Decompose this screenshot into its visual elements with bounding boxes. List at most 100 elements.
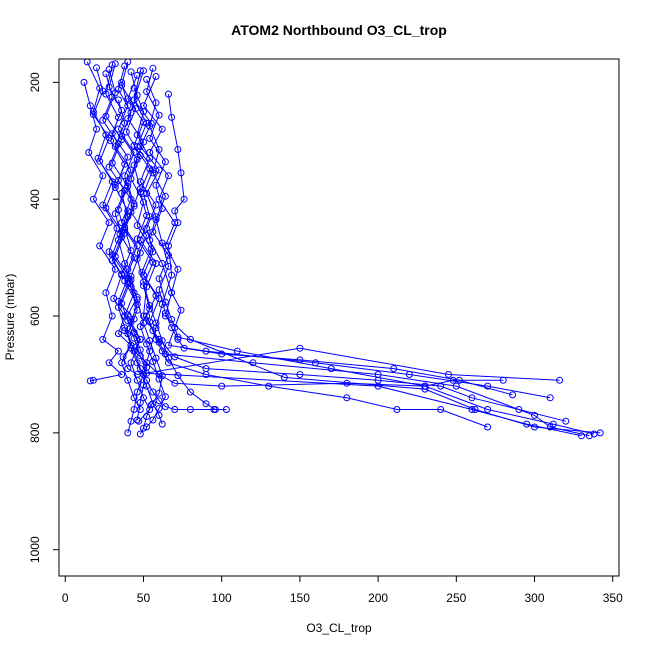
data-point — [161, 403, 169, 411]
data-point — [161, 309, 169, 317]
data-point — [143, 363, 151, 371]
data-point — [96, 242, 104, 250]
data-point — [102, 112, 110, 120]
series-19 — [124, 71, 169, 431]
data-point — [105, 83, 113, 91]
data-point — [140, 138, 147, 146]
series-line — [127, 75, 166, 428]
series-5 — [140, 73, 554, 402]
data-point — [146, 213, 154, 221]
data-point — [168, 316, 176, 323]
data-point — [124, 311, 132, 319]
data-point — [83, 59, 91, 66]
data-point — [118, 299, 126, 307]
x-tick-label: 350 — [603, 591, 623, 605]
data-point — [556, 376, 564, 384]
data-point — [549, 420, 557, 428]
data-point — [165, 354, 172, 362]
data-point — [343, 394, 351, 402]
data-point — [136, 67, 144, 75]
series-line — [105, 64, 504, 387]
data-point — [86, 377, 94, 385]
data-point — [437, 406, 445, 413]
data-point — [114, 206, 122, 214]
data-point — [136, 399, 144, 406]
data-point — [118, 136, 126, 144]
data-point — [111, 253, 119, 260]
data-point — [130, 161, 138, 169]
y-tick-label: 200 — [28, 72, 42, 92]
x-axis-label: O3_CL_trop — [306, 621, 372, 635]
data-point — [531, 411, 538, 419]
axes-layer: 0 50 100 150 200 250 300 350 200 400 600 800 1000 — [28, 58, 623, 605]
data-point — [121, 119, 129, 127]
data-point — [171, 207, 179, 215]
data-point — [484, 406, 492, 413]
data-point — [146, 236, 154, 244]
data-point — [108, 312, 116, 320]
y-tick-label: 800 — [28, 423, 42, 443]
data-point — [515, 406, 523, 413]
data-point — [174, 333, 182, 341]
data-point — [121, 62, 129, 70]
data-point — [499, 376, 507, 384]
data-point — [218, 350, 226, 358]
data-point — [118, 270, 126, 278]
series-line — [86, 61, 560, 381]
data-point — [158, 347, 166, 355]
data-point — [158, 205, 166, 213]
data-point — [127, 359, 135, 367]
data-point — [146, 154, 154, 162]
data-point — [523, 420, 531, 428]
series-layer — [80, 59, 604, 440]
data-point — [455, 376, 463, 384]
data-point — [99, 172, 107, 180]
data-point — [127, 208, 135, 216]
data-point — [136, 323, 144, 331]
data-point — [102, 289, 110, 297]
series-line — [146, 79, 513, 396]
data-point — [155, 389, 163, 397]
data-point — [149, 358, 157, 366]
data-point — [133, 91, 141, 99]
data-point — [468, 394, 476, 402]
data-point — [140, 371, 147, 378]
data-point — [149, 228, 157, 236]
data-point — [171, 353, 179, 361]
series-1 — [102, 61, 507, 390]
data-point — [590, 430, 598, 438]
x-tick-label: 150 — [290, 591, 310, 605]
data-point — [108, 130, 116, 138]
data-point — [85, 149, 93, 156]
data-point — [130, 315, 138, 323]
data-point — [165, 251, 172, 259]
data-point — [165, 341, 172, 349]
series-17 — [105, 60, 151, 424]
data-point — [168, 271, 176, 279]
y-tick-label: 1000 — [28, 536, 42, 563]
data-point — [149, 416, 157, 424]
data-point — [133, 71, 141, 79]
data-point — [143, 340, 151, 348]
data-point — [143, 413, 151, 420]
data-point — [127, 68, 135, 76]
data-point — [147, 401, 155, 409]
data-point — [445, 371, 452, 378]
data-point — [124, 102, 132, 110]
data-point — [161, 192, 169, 200]
data-point — [130, 142, 138, 149]
data-point — [86, 102, 94, 110]
data-point — [114, 96, 122, 104]
series-line — [105, 69, 582, 437]
data-point — [121, 223, 129, 231]
data-point — [146, 134, 154, 142]
data-point — [152, 73, 160, 80]
series-11 — [130, 67, 570, 425]
series-line — [133, 70, 566, 422]
data-point — [114, 177, 122, 184]
series-line — [83, 82, 123, 382]
data-point — [143, 212, 151, 220]
data-point — [114, 330, 122, 338]
data-point — [180, 195, 188, 203]
